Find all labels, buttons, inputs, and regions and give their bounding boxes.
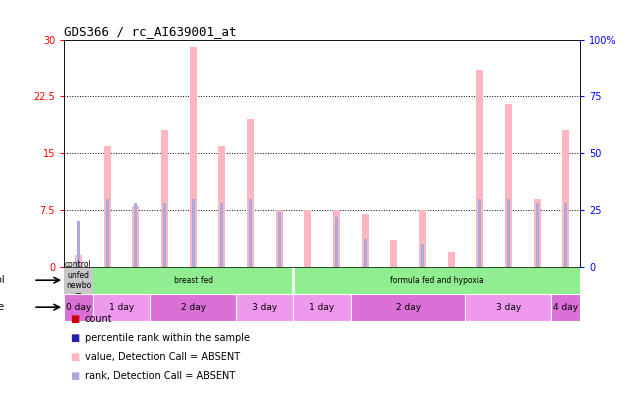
Bar <box>390 240 397 267</box>
Text: ■: ■ <box>71 352 79 362</box>
Bar <box>333 210 340 267</box>
Text: 3 day: 3 day <box>495 303 521 312</box>
Bar <box>132 206 139 267</box>
Text: time: time <box>0 302 4 312</box>
Bar <box>564 203 567 267</box>
Text: value, Detection Call = ABSENT: value, Detection Call = ABSENT <box>85 352 240 362</box>
Bar <box>362 214 369 267</box>
Bar <box>221 203 223 267</box>
Text: 2 day: 2 day <box>395 303 420 312</box>
Bar <box>551 294 580 321</box>
Bar <box>476 70 483 267</box>
Bar <box>304 210 312 267</box>
Bar <box>163 203 166 267</box>
Text: ■: ■ <box>71 314 79 324</box>
Text: GDS366 / rc_AI639001_at: GDS366 / rc_AI639001_at <box>64 25 237 38</box>
Bar <box>103 146 111 267</box>
Text: rank, Detection Call = ABSENT: rank, Detection Call = ABSENT <box>85 371 235 381</box>
Bar <box>505 104 512 267</box>
Bar <box>335 217 338 267</box>
Bar <box>294 267 580 294</box>
Bar <box>247 119 254 267</box>
Text: percentile rank within the sample: percentile rank within the sample <box>85 333 249 343</box>
Text: formula fed and hypoxia: formula fed and hypoxia <box>390 276 484 285</box>
Bar <box>77 221 80 267</box>
Bar <box>536 203 538 267</box>
Bar <box>135 203 137 267</box>
Bar <box>421 244 424 267</box>
Bar <box>161 130 168 267</box>
Bar <box>249 198 252 267</box>
Bar <box>75 255 82 267</box>
Bar <box>93 267 294 294</box>
Text: breast fed: breast fed <box>174 276 213 285</box>
Bar <box>507 198 510 267</box>
Bar <box>106 198 108 267</box>
Bar <box>190 47 197 267</box>
Text: 3 day: 3 day <box>252 303 278 312</box>
Text: 4 day: 4 day <box>553 303 578 312</box>
Text: 1 day: 1 day <box>310 303 335 312</box>
Text: ■: ■ <box>71 371 79 381</box>
Bar <box>276 210 283 267</box>
Bar <box>294 294 351 321</box>
Bar <box>278 212 281 267</box>
Bar <box>478 198 481 267</box>
Bar <box>533 198 541 267</box>
Text: 2 day: 2 day <box>181 303 206 312</box>
Bar <box>218 146 226 267</box>
Text: ■: ■ <box>71 333 79 343</box>
Bar <box>192 198 194 267</box>
Bar <box>236 294 294 321</box>
Bar <box>64 267 93 294</box>
Bar <box>150 294 236 321</box>
Bar <box>447 251 454 267</box>
Bar <box>363 240 367 267</box>
Text: protocol: protocol <box>0 275 4 285</box>
Bar <box>93 294 150 321</box>
Bar <box>419 210 426 267</box>
Bar <box>562 130 569 267</box>
Bar <box>64 294 93 321</box>
Bar <box>351 294 465 321</box>
Text: 1 day: 1 day <box>109 303 134 312</box>
Text: count: count <box>85 314 112 324</box>
Text: 0 day: 0 day <box>66 303 91 312</box>
Bar <box>465 294 551 321</box>
Text: control
unfed
newbo
rn: control unfed newbo rn <box>65 260 92 300</box>
